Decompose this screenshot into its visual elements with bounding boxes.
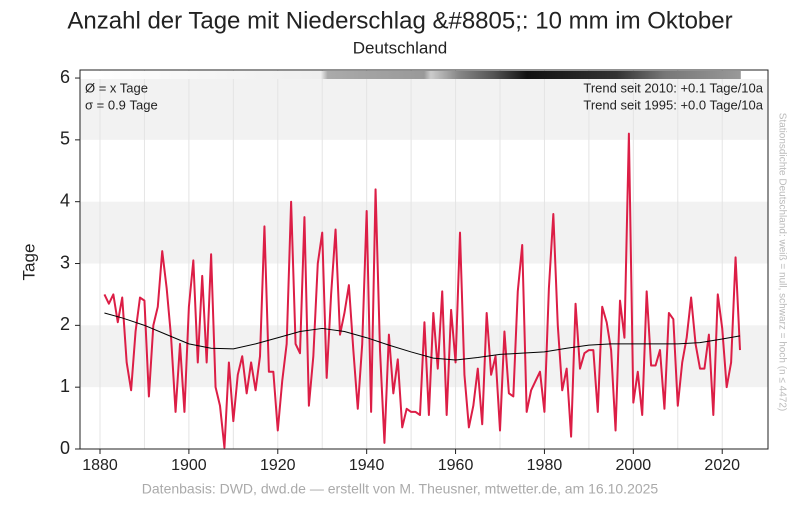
x-tick-label: 1900 — [171, 457, 207, 474]
data-line — [103, 132, 741, 449]
grid-band — [80, 201, 768, 264]
footer: Datenbasis: DWD, dwd.de — erstellt von M… — [142, 481, 659, 497]
side-note: Stationsdichte Deutschland: weiß = null,… — [776, 113, 787, 411]
x-tick-label: 1880 — [82, 457, 118, 474]
y-axis-label: Tage — [19, 244, 38, 281]
x-tick-label: 2000 — [616, 457, 652, 474]
plot-frame — [79, 69, 769, 450]
x-tick-label: 1940 — [349, 457, 385, 474]
y-tick-label: 4 — [60, 190, 70, 210]
smoothed-line — [104, 312, 741, 361]
y-tick-label: 6 — [60, 67, 70, 87]
x-tick-label: 1980 — [527, 457, 563, 474]
grid-band — [80, 78, 768, 140]
y-tick-label: 1 — [60, 376, 70, 396]
x-tick-label: 1920 — [260, 457, 296, 474]
annotation: Ø = x Tage — [85, 80, 148, 95]
y-tick-label: 2 — [60, 314, 70, 334]
plot: 0 1 2 3 4 5 6 1880 1900 1920 1940 1960 1980 2000 2020 — [60, 67, 741, 474]
annotation: Trend seit 2010: +0.1 Tage/10a — [583, 80, 763, 95]
y-tick-label: 5 — [60, 129, 70, 149]
annotation: Trend seit 1995: +0.0 Tage/10a — [583, 97, 763, 112]
x-tick-label: 1960 — [438, 457, 474, 474]
x-tick-label: 2020 — [704, 457, 740, 474]
chart-title: Anzahl der Tage mit Niederschlag &#8805;… — [67, 7, 732, 34]
chart-subtitle: Deutschland — [353, 38, 448, 57]
y-tick-label: 3 — [60, 252, 70, 272]
y-tick-label: 0 — [60, 438, 70, 458]
annotation: σ = 0.9 Tage — [85, 97, 158, 112]
station-density-strip — [80, 71, 768, 79]
